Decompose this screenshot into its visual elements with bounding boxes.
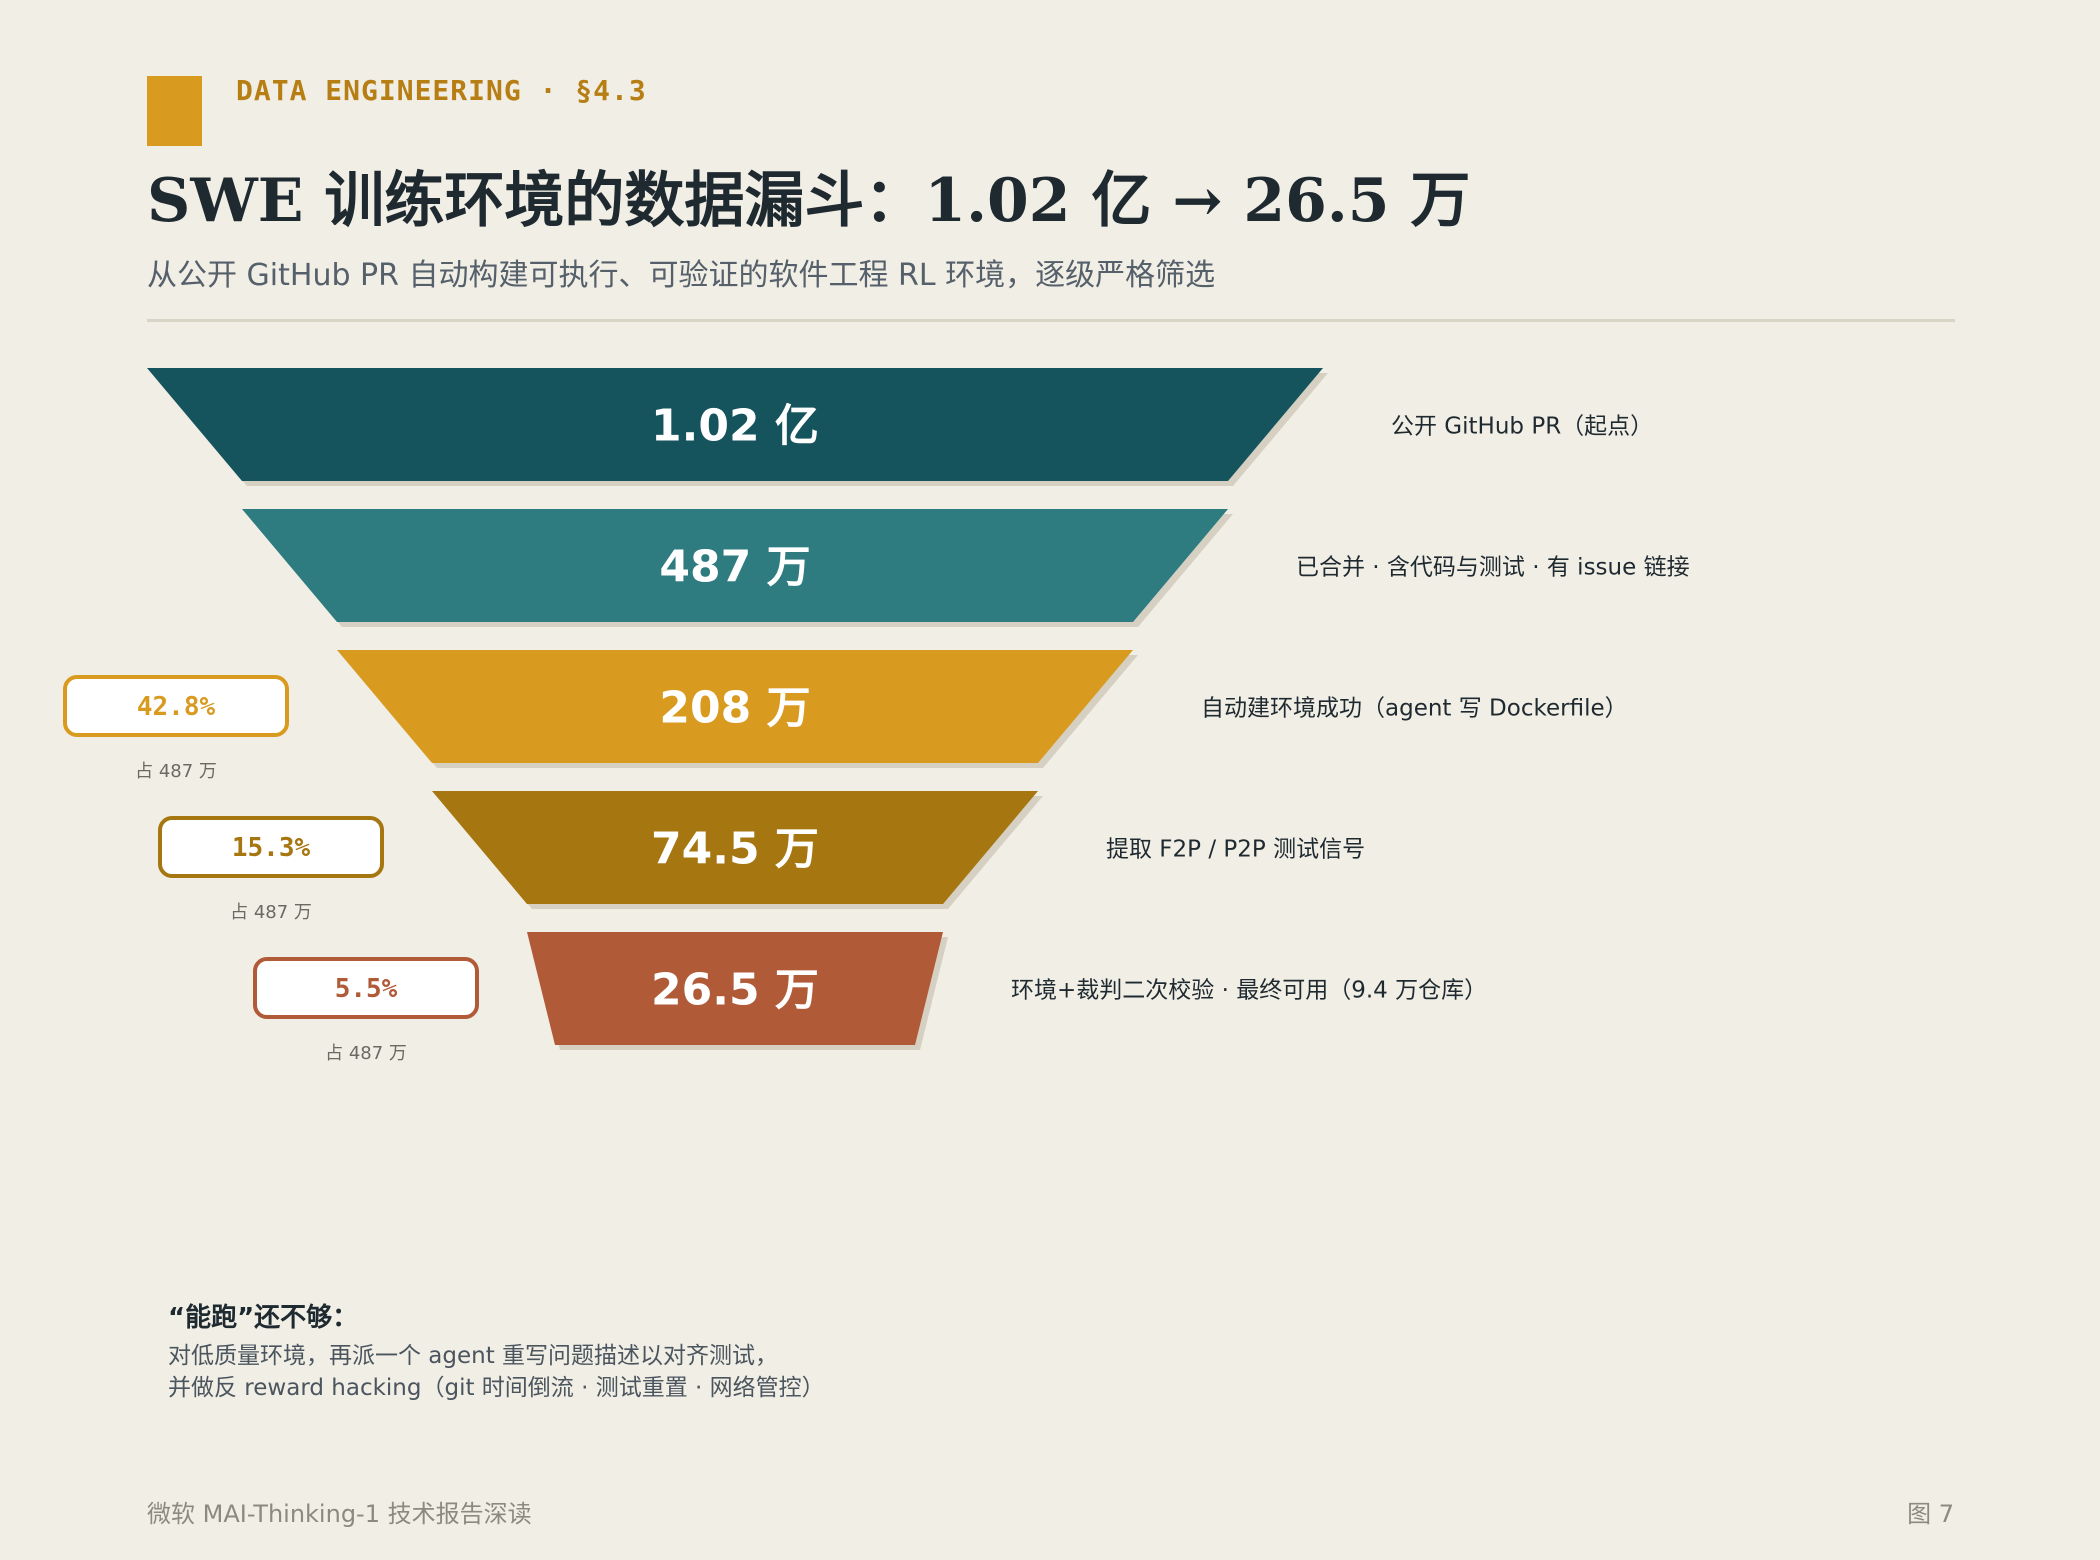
funnel-segment xyxy=(147,368,1323,481)
divider xyxy=(147,319,1955,322)
stage-value-label: 26.5 万 xyxy=(651,965,819,1016)
stage-description: 环境+裁判二次校验 · 最终可用（9.4 万仓库） xyxy=(1011,978,1487,1004)
note-title: “能跑”还不够： xyxy=(168,1303,359,1333)
section-marker xyxy=(147,76,202,146)
note-line: 对低质量环境，再派一个 agent 重写问题描述以对齐测试， xyxy=(168,1343,779,1369)
retention-percent: 42.8% xyxy=(137,692,216,722)
stage-description: 自动建环境成功（agent 写 Dockerfile） xyxy=(1201,696,1628,722)
retention-caption: 占 487 万 xyxy=(135,761,217,782)
stage-value-label: 487 万 xyxy=(659,542,810,593)
retention-percent: 5.5% xyxy=(335,974,398,1004)
stage-value-label: 208 万 xyxy=(659,683,810,734)
stage-description: 已合并 · 含代码与测试 · 有 issue 链接 xyxy=(1296,555,1690,581)
footer-source: 微软 MAI-Thinking-1 技术报告深读 xyxy=(147,1500,532,1528)
retention-percent: 15.3% xyxy=(232,833,311,863)
stage-description: 提取 F2P / P2P 测试信号 xyxy=(1106,837,1365,863)
funnel-chart: 1.02 亿 公开 GitHub PR（起点） 487 万 已合并 · 含代码与测试 … xyxy=(63,368,1690,1064)
retention-caption: 占 487 万 xyxy=(325,1043,407,1064)
funnel-segment xyxy=(527,932,943,1045)
figure-number: 图 7 xyxy=(1907,1500,1954,1528)
page-title: SWE 训练环境的数据漏斗：1.02 亿 → 26.5 万 xyxy=(147,166,1471,236)
retention-badge xyxy=(63,675,289,737)
section-label: DATA ENGINEERING · §4.3 xyxy=(236,74,647,107)
stage-description: 公开 GitHub PR（起点） xyxy=(1391,414,1653,440)
retention-caption: 占 487 万 xyxy=(230,902,312,923)
retention-badge xyxy=(253,957,479,1019)
funnel-segment xyxy=(242,509,1228,622)
note-line: 并做反 reward hacking（git 时间倒流 · 测试重置 · 网络管… xyxy=(168,1375,825,1401)
stage-value-label: 74.5 万 xyxy=(651,824,819,875)
funnel-segment xyxy=(432,791,1038,904)
stage-value-label: 1.02 亿 xyxy=(651,401,819,452)
page-subtitle: 从公开 GitHub PR 自动构建可执行、可验证的软件工程 RL 环境，逐级严… xyxy=(147,258,1216,293)
funnel-segment xyxy=(337,650,1133,763)
retention-badge xyxy=(158,816,384,878)
